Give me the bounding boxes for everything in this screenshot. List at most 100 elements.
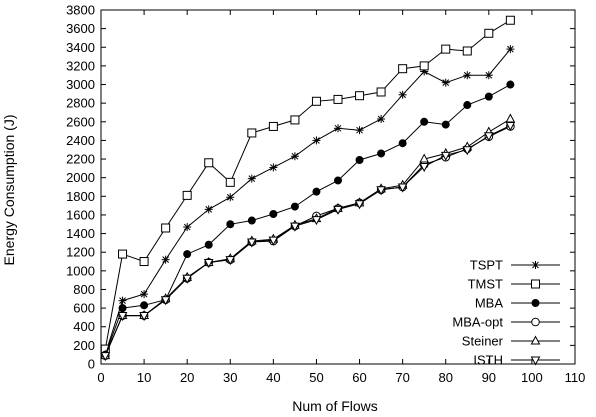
data-point: [269, 163, 278, 172]
data-point: [312, 187, 321, 196]
x-tick-label: 10: [137, 370, 151, 385]
y-tick-label: 2600: [66, 114, 95, 129]
x-tick-label: 20: [180, 370, 194, 385]
series-line: [104, 125, 511, 356]
data-point: [161, 223, 171, 233]
data-point: [161, 255, 170, 264]
legend-item-mba: MBA: [475, 296, 560, 311]
x-axis-label: Num of Flows: [292, 398, 378, 414]
series-isth: [100, 122, 516, 362]
data-point: [311, 216, 322, 226]
y-tick-label: 2400: [66, 133, 95, 148]
y-tick-label: 3400: [66, 40, 95, 55]
data-point: [118, 296, 127, 305]
y-tick-label: 600: [73, 301, 95, 316]
data-point: [398, 139, 407, 148]
data-point: [397, 183, 408, 193]
data-point: [420, 117, 429, 126]
data-point: [355, 155, 364, 164]
y-tick-label: 3000: [66, 77, 95, 92]
data-point: [483, 132, 494, 142]
legend-label: TMST: [468, 277, 503, 292]
data-point: [419, 61, 429, 71]
data-point: [269, 210, 278, 219]
data-point: [139, 257, 149, 267]
data-point: [140, 290, 149, 299]
data-point: [182, 274, 193, 284]
data-point: [462, 46, 472, 56]
data-point: [333, 94, 343, 104]
data-point: [160, 296, 171, 306]
data-point: [247, 216, 256, 225]
data-point: [463, 71, 472, 80]
data-point: [463, 101, 472, 110]
y-tick-label: 1600: [66, 207, 95, 222]
y-tick-label: 0: [88, 357, 95, 372]
data-point: [505, 113, 516, 123]
data-point: [505, 15, 515, 25]
series-tmst: [100, 15, 515, 354]
data-point: [290, 115, 300, 125]
legend: TSPT TMST MBA MBA-opt Steiner ISTH: [452, 258, 560, 368]
y-axis-ticks: 0 200 400 600 800 1000 1200 1400 1600 1800 2000 220…: [66, 3, 575, 372]
data-point: [268, 236, 279, 246]
y-axis-label: Energy Consumption (J): [1, 115, 17, 266]
y-tick-label: 2200: [66, 152, 95, 167]
data-point: [247, 128, 257, 138]
data-point: [246, 238, 257, 248]
data-point: [290, 222, 300, 232]
data-point: [505, 122, 516, 132]
data-point: [225, 177, 235, 187]
legend-label: ISTH: [473, 353, 503, 368]
data-point: [484, 71, 493, 80]
x-tick-label: 50: [309, 370, 323, 385]
data-point: [204, 240, 213, 249]
y-tick-label: 400: [73, 319, 95, 334]
y-tick-label: 800: [73, 282, 95, 297]
y-tick-label: 2000: [66, 170, 95, 185]
x-tick-label: 80: [438, 370, 452, 385]
data-point: [334, 124, 342, 133]
plot-frame: [100, 9, 576, 365]
x-tick-label: 100: [521, 370, 543, 385]
data-point: [377, 149, 386, 158]
x-tick-label: 60: [352, 370, 366, 385]
data-point: [118, 249, 128, 259]
y-tick-label: 1800: [66, 189, 95, 204]
data-point: [376, 186, 386, 196]
x-axis-ticks: 0 10 20 30 40 50 60 70 80 90 100 110: [97, 10, 585, 385]
data-point: [311, 96, 321, 106]
data-point: [140, 301, 149, 310]
data-point: [100, 352, 111, 362]
data-point: [247, 174, 256, 183]
x-tick-label: 40: [266, 370, 280, 385]
x-tick-label: 30: [223, 370, 237, 385]
legend-label: MBA-opt: [452, 315, 503, 330]
data-point: [312, 136, 321, 145]
series-tspt: [101, 45, 515, 358]
axes: [100, 9, 576, 365]
series-group: [100, 15, 516, 362]
data-point: [226, 193, 235, 202]
data-point: [441, 44, 451, 54]
series-line: [104, 118, 511, 356]
data-point: [204, 158, 214, 168]
legend-item-isth: ISTH: [473, 353, 560, 368]
y-tick-label: 200: [73, 338, 95, 353]
legend-item-tmst: TMST: [468, 277, 560, 292]
y-tick-label: 2800: [66, 96, 95, 111]
y-tick-label: 1000: [66, 263, 95, 278]
data-point: [419, 163, 430, 173]
data-point: [290, 202, 299, 211]
y-tick-label: 3800: [66, 3, 95, 18]
legend-label: TSPT: [470, 258, 503, 273]
x-tick-label: 0: [97, 370, 104, 385]
data-point: [506, 45, 515, 54]
data-point: [334, 176, 342, 185]
y-tick-label: 3600: [66, 21, 95, 36]
data-point: [506, 80, 515, 89]
y-tick-label: 3200: [66, 58, 95, 73]
data-point: [419, 153, 430, 163]
data-point: [398, 64, 408, 74]
data-point: [183, 223, 192, 232]
